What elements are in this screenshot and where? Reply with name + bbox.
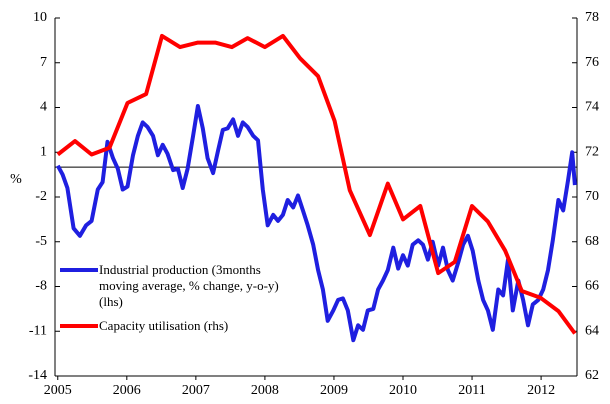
y-tick-label: -2 <box>35 189 47 204</box>
y-tick-label: -5 <box>35 234 47 249</box>
x-tick-label: 2005 <box>44 383 72 398</box>
y2-tick-label: 62 <box>585 368 599 383</box>
y2-tick-label: 68 <box>585 234 599 249</box>
x-tick-label: 2011 <box>458 383 485 398</box>
y2-tick-label: 66 <box>585 279 599 294</box>
y2-tick-label: 78 <box>585 10 599 25</box>
y2-tick-label: 70 <box>585 189 599 204</box>
x-tick-label: 2010 <box>389 383 417 398</box>
y2-tick-label: 76 <box>585 55 599 70</box>
y2-tick-label: 74 <box>585 100 599 115</box>
y-axis-label: % <box>10 172 22 187</box>
y-tick-label: 1 <box>40 144 47 159</box>
legend-label: Industrial production (3months moving av… <box>99 262 279 309</box>
y-tick-label: -8 <box>35 279 47 294</box>
x-tick-label: 2012 <box>527 383 555 398</box>
y-tick-label: 10 <box>33 10 47 25</box>
y-tick-label: -14 <box>28 368 47 383</box>
legend-label: Capacity utilisation (rhs) <box>99 318 229 333</box>
y-tick-label: 4 <box>40 100 47 115</box>
series-line <box>56 104 577 343</box>
y2-tick-label: 72 <box>585 144 599 159</box>
x-tick-label: 2007 <box>182 383 210 398</box>
y-tick-label: 7 <box>40 55 47 70</box>
x-tick-label: 2008 <box>251 383 279 398</box>
x-tick-label: 2009 <box>320 383 348 398</box>
y-tick-label: -11 <box>29 323 47 338</box>
series-line <box>56 33 577 335</box>
y2-tick-label: 64 <box>585 323 599 338</box>
x-tick-label: 2006 <box>113 383 141 398</box>
